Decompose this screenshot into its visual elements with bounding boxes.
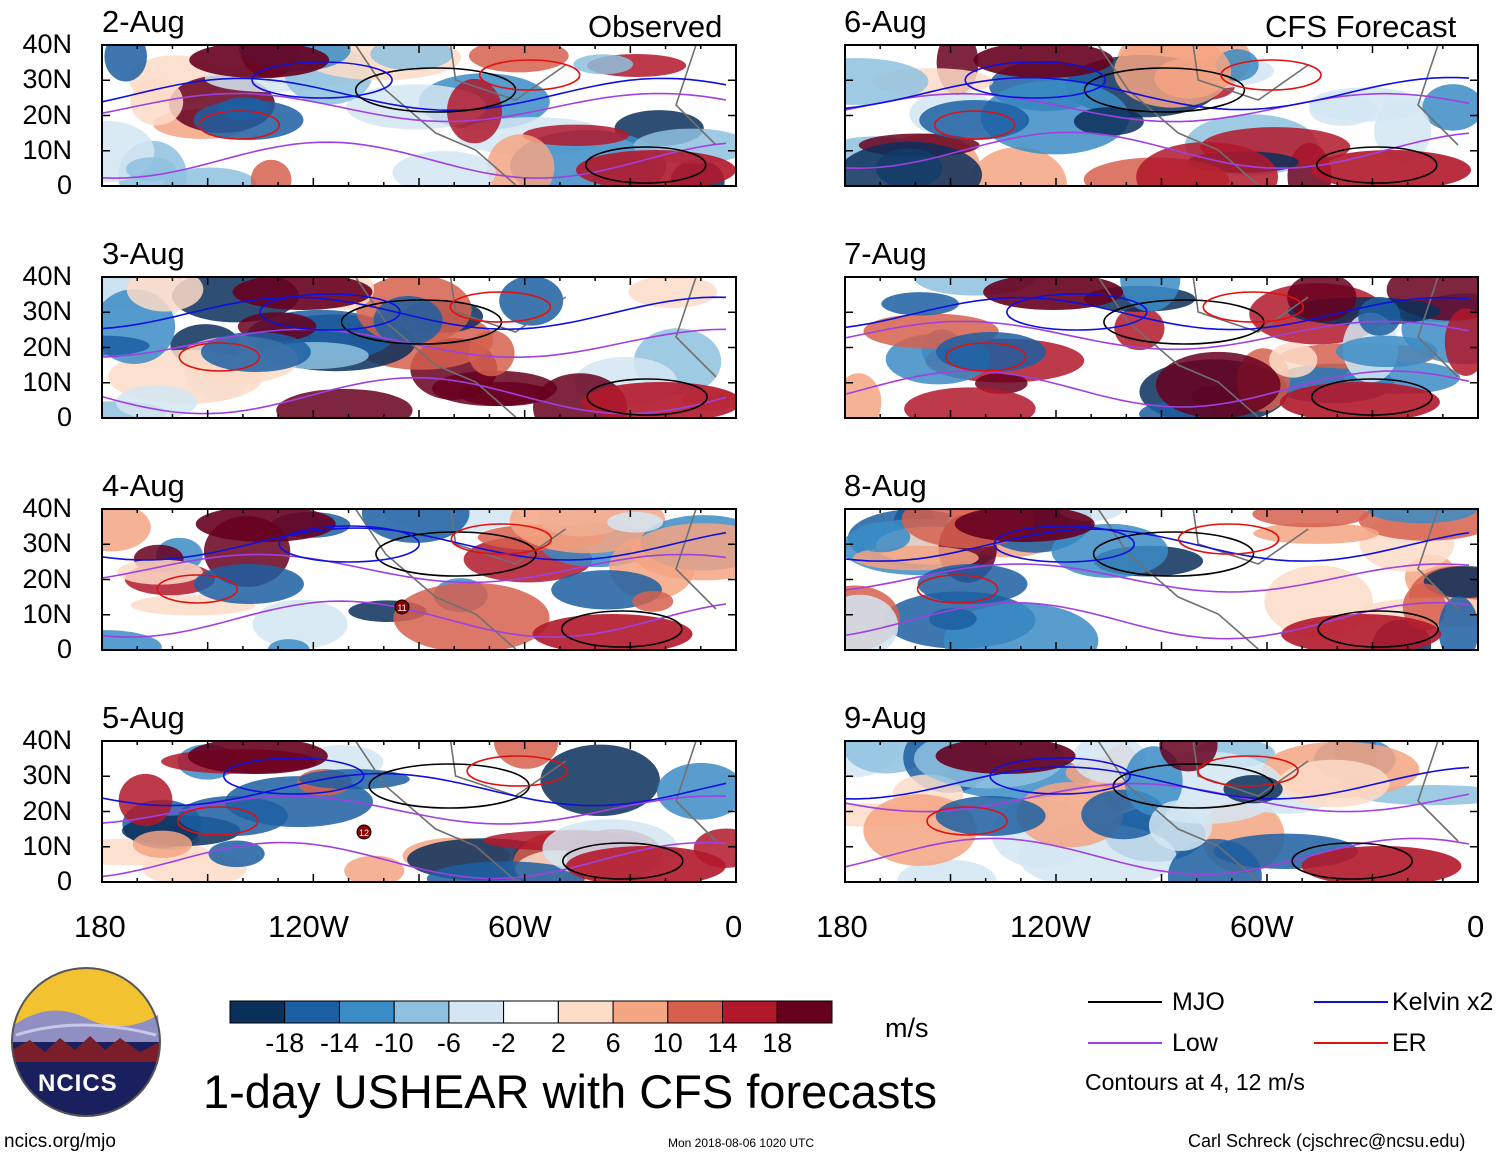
colorbar-tick: 14 (707, 1028, 738, 1058)
lat-label-row3-30n: 30N (22, 528, 72, 559)
colorbar-swatch (557, 1000, 614, 1024)
colorbar-tick: 6 (605, 1028, 621, 1058)
ncics-logo-text: NCICS (38, 1070, 118, 1097)
lat-label-row1-0: 0 (56, 170, 72, 200)
lat-label-row3-20n: 20N (22, 563, 72, 594)
panel-date-2-aug: 2-Aug (102, 4, 185, 39)
observed-label: Observed (588, 9, 723, 44)
lon-label-0-right: 0 (1467, 909, 1485, 944)
lon-label-60w-left: 60W (488, 909, 552, 944)
colorbar-swatch (503, 1000, 559, 1024)
colorbar-tick: -18 (265, 1028, 305, 1058)
lat-label-row2-20n: 20N (22, 331, 72, 362)
lat-label-row4-40n: 40N (22, 725, 72, 755)
lat-label-row4-30n: 30N (22, 760, 72, 791)
lat-label-row4-10n: 10N (22, 830, 72, 861)
lat-label-row2-30n: 30N (22, 296, 72, 327)
lon-label-180-right: 180 (816, 909, 868, 944)
legend-label-er: ER (1392, 1029, 1427, 1057)
footer-author[interactable]: Carl Schreck (cjschrec@ncsu.edu) (1188, 1131, 1466, 1151)
legend-label-mjo: MJO (1172, 988, 1225, 1016)
legend-line-kelvin (1314, 1001, 1388, 1003)
lat-label-row1-20n: 20N (22, 99, 72, 130)
colorbar-tick: -2 (491, 1028, 516, 1058)
lat-label-row3-40n: 40N (22, 493, 72, 523)
panel-map-observed-2 (102, 277, 736, 418)
colorbar-tick: 2 (550, 1028, 566, 1058)
legend-line-er (1314, 1042, 1388, 1044)
colorbar-tick: 10 (652, 1028, 683, 1058)
colorbar-swatch (339, 1000, 395, 1024)
lon-label-120w-right: 120W (1010, 909, 1091, 944)
panel-date-8-aug: 8-Aug (844, 468, 927, 503)
colorbar-tick: -14 (319, 1028, 359, 1058)
lat-label-row1-30n: 30N (22, 64, 72, 95)
colorbar-units: m/s (885, 1013, 929, 1043)
legend-label-low: Low (1172, 1029, 1218, 1057)
colorbar-swatch (448, 1000, 505, 1024)
colorbar-swatch (229, 1000, 286, 1024)
panel-map-observed-3 (102, 509, 736, 650)
legend-line-low (1088, 1042, 1162, 1044)
storm-marker-12-label: 12 (359, 828, 369, 838)
lat-label-row2-40n: 40N (22, 261, 72, 291)
colorbar-tick: -6 (436, 1028, 461, 1058)
footer-url[interactable]: ncics.org/mjo (4, 1131, 116, 1152)
panel-date-4-aug: 4-Aug (102, 468, 185, 503)
colorbar-tick: 18 (762, 1028, 793, 1058)
panel-date-7-aug: 7-Aug (844, 236, 927, 271)
lat-label-row2-10n: 10N (22, 366, 72, 397)
figure-title: 1-day USHEAR with CFS forecasts (203, 1065, 937, 1118)
panel-date-6-aug: 6-Aug (844, 4, 927, 39)
footer-timestamp: Mon 2018-08-06 1020 UTC (668, 1136, 815, 1150)
lon-label-120w-left: 120W (268, 909, 349, 944)
legend-line-mjo (1088, 1001, 1162, 1003)
panel-map-forecast-1 (845, 45, 1478, 186)
forecast-label: CFS Forecast (1265, 9, 1457, 44)
panel-map-forecast-4 (845, 741, 1478, 882)
ncics-logo (11, 967, 161, 1117)
panel-map-forecast-2 (845, 277, 1478, 418)
storm-marker-11-label: 11 (397, 603, 406, 613)
lon-label-60w-right: 60W (1230, 909, 1294, 944)
panel-date-9-aug: 9-Aug (844, 700, 927, 735)
panel-map-observed-1 (102, 45, 736, 186)
legend-contours-note: Contours at 4, 12 m/s (1085, 1069, 1305, 1095)
colorbar-swatch (722, 1000, 778, 1024)
colorbar-swatch (284, 1000, 340, 1024)
lat-label-row2-0: 0 (56, 402, 72, 432)
panel-date-3-aug: 3-Aug (102, 236, 185, 271)
panel-map-observed-4 (102, 741, 736, 882)
colorbar-swatch (667, 1000, 723, 1024)
lon-label-180-left: 180 (74, 909, 126, 944)
lat-label-row4-20n: 20N (22, 795, 72, 826)
lat-label-row3-0: 0 (56, 634, 72, 664)
colorbar-swatch (612, 1000, 669, 1024)
lat-label-row4-0: 0 (56, 866, 72, 896)
storm-marker-11: 11 (394, 599, 410, 615)
lat-label-row1-40n: 40N (22, 29, 72, 59)
colorbar-swatch (393, 1000, 450, 1024)
lat-label-row1-10n: 10N (22, 134, 72, 165)
lat-label-row3-10n: 10N (22, 598, 72, 629)
lon-label-0-left: 0 (725, 909, 743, 944)
panel-map-forecast-3 (845, 509, 1478, 650)
colorbar-swatch (776, 1000, 833, 1024)
panel-date-5-aug: 5-Aug (102, 700, 185, 735)
colorbar-tick: -10 (374, 1028, 414, 1058)
legend-label-kelvin: Kelvin x2 (1392, 988, 1494, 1016)
storm-marker-12: 12 (356, 824, 372, 840)
